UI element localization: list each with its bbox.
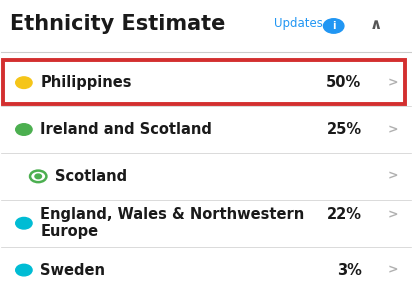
Text: 25%: 25%: [326, 122, 361, 137]
Text: >: >: [388, 264, 398, 277]
Text: >: >: [388, 123, 398, 136]
Circle shape: [35, 174, 42, 179]
Text: Ethnicity Estimate: Ethnicity Estimate: [9, 14, 225, 34]
Text: Ireland and Scotland: Ireland and Scotland: [40, 122, 212, 137]
Circle shape: [16, 264, 32, 276]
Text: Sweden: Sweden: [40, 263, 105, 278]
Text: 50%: 50%: [326, 75, 361, 90]
Circle shape: [16, 218, 32, 229]
FancyBboxPatch shape: [3, 60, 405, 104]
Text: >: >: [388, 208, 398, 221]
Text: Europe: Europe: [40, 224, 98, 239]
Text: 3%: 3%: [337, 263, 361, 278]
Text: Scotland: Scotland: [54, 169, 127, 184]
Text: 22%: 22%: [326, 207, 361, 222]
Text: Updates: Updates: [274, 17, 323, 30]
Text: >: >: [388, 170, 398, 183]
Text: England, Wales & Northwestern: England, Wales & Northwestern: [40, 207, 304, 222]
Circle shape: [16, 77, 32, 88]
Text: ∧: ∧: [370, 17, 382, 32]
Text: i: i: [332, 21, 335, 31]
Circle shape: [16, 124, 32, 135]
Circle shape: [323, 19, 344, 33]
Text: Philippines: Philippines: [40, 75, 132, 90]
Text: >: >: [388, 76, 398, 89]
